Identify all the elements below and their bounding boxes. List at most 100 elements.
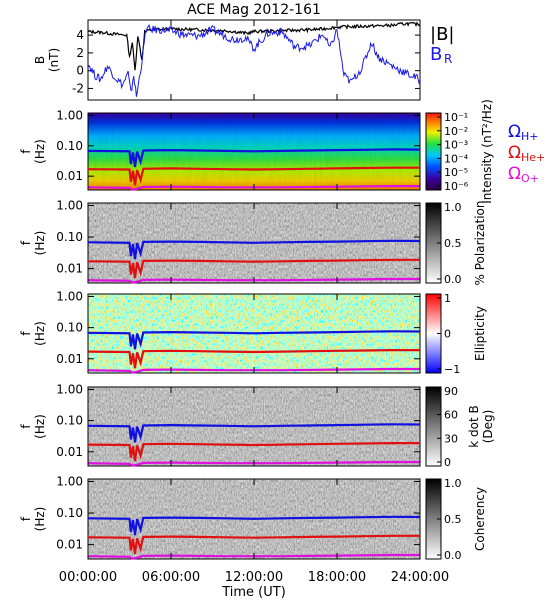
- colorbar: [425, 112, 442, 191]
- colorbar-tick-label: 30: [444, 432, 458, 445]
- y-axis-label-line2: (Hz): [33, 414, 47, 439]
- x-tick-label: 12:00:00: [225, 570, 283, 585]
- x-tick-label: 06:00:00: [142, 570, 200, 585]
- intensity-spectrogram: 1.00 0.10 0.01 f (Hz) 10⁻¹10⁻²10⁻³10⁻⁴10⁻⁵10⁻…: [19, 99, 545, 204]
- colorbar-tick-label: 0: [444, 456, 451, 469]
- colorbar-label-text: Coherency: [473, 487, 487, 551]
- y-axis-label-line2: (Hz): [33, 231, 47, 256]
- y-axis-label-line2: (nT): [47, 48, 61, 72]
- colorbar-tick-label: 1: [444, 292, 451, 305]
- he-plus-gyrofrequency-line: [87, 442, 420, 462]
- legend-b-total: |B|: [430, 24, 454, 45]
- colorbar-tick-label: 1.0: [444, 201, 462, 214]
- b-axis-label: B (nT): [33, 48, 61, 72]
- y-axis-label-line2: (Hz): [33, 139, 47, 164]
- he-plus-gyrofrequency-line: [87, 534, 420, 555]
- colorbar-label-line2: (Deg): [481, 410, 495, 444]
- y-tick-label: 0.10: [56, 321, 83, 335]
- he-plus-gyrofrequency-line: [87, 349, 420, 369]
- kdotb-spectrogram: 1.00 0.10 0.01 f (Hz) 90 60 30 0 k dot B (Deg): [19, 382, 495, 469]
- h-plus-gyrofrequency-line: [87, 330, 421, 350]
- y-tick-label: -2: [72, 81, 84, 95]
- colorbar-tick-label: −1: [444, 363, 460, 376]
- y-tick-label: 0.10: [56, 506, 83, 520]
- colorbar-tick-label: 10⁻⁵: [444, 166, 468, 179]
- figure-title: ACE Mag 2012-161: [187, 2, 321, 18]
- colorbar-label: k dot B (Deg): [467, 405, 495, 447]
- y-tick-label: 1.00: [56, 474, 83, 488]
- frequency-axis-label: f (Hz): [19, 139, 47, 164]
- legend-b-r-subscript: R: [444, 52, 452, 66]
- y-tick-label: 1.00: [56, 108, 83, 122]
- h-plus-gyrofrequency-line: [87, 148, 421, 168]
- colorbar-tick-label: 10⁻⁶: [444, 180, 469, 193]
- colorbar-tick-label: 0.5: [444, 237, 462, 250]
- coherency-spectrogram: 1.00 0.10 0.01 f (Hz) 1.0 0.5 0.0 Coherency 00:00…: [19, 474, 487, 600]
- y-tick-label: 0.10: [56, 139, 83, 153]
- he-plus-gyrofrequency-line: [87, 166, 420, 186]
- y-axis-label-line2: (Hz): [33, 507, 47, 532]
- colorbar-tick-label: 0.5: [444, 513, 462, 526]
- y-axis-label-line2: (Hz): [33, 321, 47, 346]
- y-tick-label: 1.00: [56, 198, 83, 212]
- colorbar-label: % Polarization: [473, 201, 487, 286]
- legend-h-plus: ΩH+: [508, 122, 539, 143]
- y-axis-label-line1: f: [19, 331, 33, 336]
- legend-b-r: B: [430, 44, 442, 65]
- y-axis-label-line1: f: [19, 240, 33, 245]
- colorbar-tick-label: 0.0: [444, 549, 462, 562]
- y-tick-label: 0.01: [56, 262, 83, 276]
- colorbar-tick-label: 10⁻⁴: [444, 152, 469, 165]
- polarization-spectrogram: 1.00 0.10 0.01 f (Hz) 1.0 0.5 0.0 % Polarization: [19, 198, 487, 286]
- y-axis-label-line1: f: [19, 424, 33, 429]
- colorbar-label-text: Ellipticity: [473, 306, 487, 361]
- y-tick-label: 0.10: [56, 414, 83, 428]
- legend-o-plus: ΩO+: [508, 164, 539, 185]
- y-axis-label-line1: f: [19, 149, 33, 154]
- y-axis-label-line1: f: [19, 516, 33, 521]
- y-axis-label-line1: B: [33, 56, 47, 64]
- he-plus-gyrofrequency-line: [87, 258, 420, 279]
- colorbar-tick-label: 10⁻²: [444, 125, 468, 138]
- colorbar: [425, 386, 442, 467]
- ellipticity-spectrogram: 1.00 0.10 0.01 f (Hz) 1 0 −1 Ellipticity: [19, 289, 487, 376]
- colorbar-tick-label: 1.0: [444, 477, 462, 490]
- y-tick-label: 1.00: [56, 289, 83, 303]
- line-panel-frame: [87, 19, 421, 101]
- h-plus-gyrofrequency-line: [87, 239, 421, 260]
- x-tick-label: 18:00:00: [308, 570, 366, 585]
- frequency-axis-label: f (Hz): [19, 414, 47, 439]
- frequency-axis-label: f (Hz): [19, 321, 47, 346]
- colorbar-tick-label: 60: [444, 409, 458, 422]
- legend-he-plus: ΩHe+: [508, 143, 545, 164]
- colorbar-label: Coherency: [473, 487, 487, 551]
- colorbar-label-text: Intensity (nT²/Hz): [480, 99, 494, 204]
- x-axis-label: Time (UT): [221, 585, 286, 600]
- colorbar-label: Ellipticity: [473, 306, 487, 361]
- y-tick-label: 2: [76, 46, 84, 60]
- series-b-r: [87, 23, 421, 97]
- frequency-axis-label: f (Hz): [19, 231, 47, 256]
- h-plus-gyrofrequency-line: [87, 515, 421, 536]
- colorbar-label-text: % Polarization: [473, 201, 487, 286]
- y-tick-label: 0.10: [56, 230, 83, 244]
- colorbar-tick-label: 10⁻¹: [444, 111, 468, 124]
- colorbar-tick-label: 0.0: [444, 273, 462, 286]
- y-tick-label: 1.00: [56, 382, 83, 396]
- colorbar-label-line1: k dot B: [467, 405, 481, 447]
- colorbar-tick-label: 0: [444, 328, 451, 341]
- x-tick-label: 00:00:00: [59, 570, 117, 585]
- colorbar-tick-label: 10⁻³: [444, 139, 468, 152]
- h-plus-gyrofrequency-line: [87, 423, 421, 443]
- y-tick-label: 0.01: [56, 445, 83, 459]
- colorbar-label: Intensity (nT²/Hz): [480, 99, 494, 204]
- y-tick-label: 0.01: [56, 352, 83, 366]
- y-tick-label: 4: [76, 28, 84, 42]
- y-tick-label: 0: [76, 64, 84, 78]
- y-tick-label: 0.01: [56, 538, 83, 552]
- colorbar-tick-label: 90: [444, 385, 458, 398]
- frequency-axis-label: f (Hz): [19, 507, 47, 532]
- y-tick-label: 0.01: [56, 169, 83, 183]
- x-tick-label: 24:00:00: [391, 570, 449, 585]
